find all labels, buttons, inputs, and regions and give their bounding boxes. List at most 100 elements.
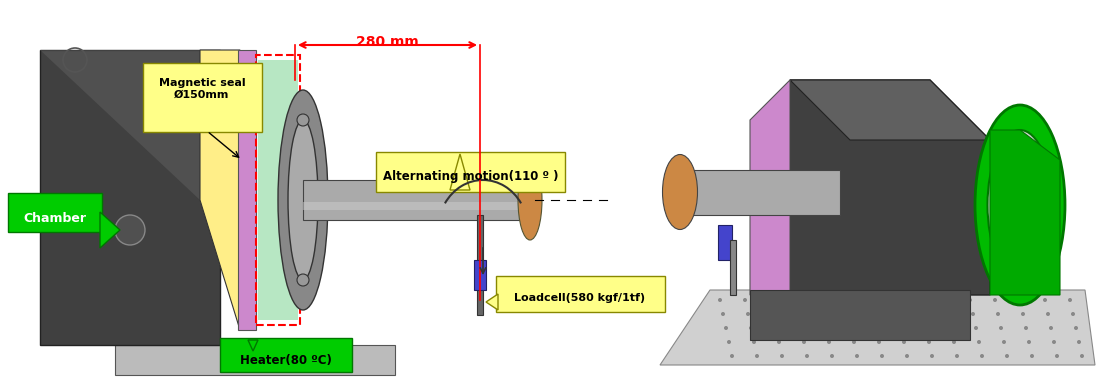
Circle shape: [777, 340, 781, 344]
FancyBboxPatch shape: [143, 63, 262, 132]
Polygon shape: [990, 130, 1060, 295]
Bar: [115, 345, 395, 375]
Circle shape: [724, 326, 728, 330]
Ellipse shape: [987, 130, 1052, 280]
Circle shape: [780, 354, 784, 358]
FancyBboxPatch shape: [8, 193, 102, 232]
Bar: [477, 215, 483, 315]
Bar: [303, 180, 533, 220]
Bar: [256, 55, 300, 325]
Circle shape: [871, 312, 875, 316]
Circle shape: [918, 298, 922, 302]
Circle shape: [771, 312, 775, 316]
Circle shape: [868, 298, 872, 302]
Bar: [474, 260, 486, 290]
Bar: [680, 170, 840, 215]
Circle shape: [905, 354, 909, 358]
Circle shape: [824, 326, 828, 330]
Polygon shape: [790, 80, 990, 140]
Text: Alternating motion(110 º ): Alternating motion(110 º ): [383, 170, 559, 183]
Circle shape: [774, 326, 778, 330]
Circle shape: [826, 340, 831, 344]
Circle shape: [830, 354, 834, 358]
Bar: [719, 225, 732, 260]
Bar: [303, 202, 533, 210]
Circle shape: [846, 312, 850, 316]
Circle shape: [730, 354, 734, 358]
Circle shape: [1020, 312, 1025, 316]
Circle shape: [755, 354, 759, 358]
Circle shape: [1027, 340, 1031, 344]
Circle shape: [298, 114, 309, 126]
Circle shape: [903, 340, 906, 344]
Ellipse shape: [997, 150, 1042, 260]
Circle shape: [752, 340, 756, 344]
Circle shape: [974, 326, 977, 330]
Circle shape: [1024, 326, 1028, 330]
Text: 280 mm: 280 mm: [356, 35, 419, 49]
Circle shape: [719, 298, 722, 302]
FancyBboxPatch shape: [40, 50, 220, 345]
Circle shape: [855, 354, 858, 358]
Ellipse shape: [288, 120, 318, 280]
Circle shape: [1005, 354, 1009, 358]
Circle shape: [896, 312, 900, 316]
Polygon shape: [450, 154, 469, 190]
Circle shape: [749, 326, 753, 330]
Circle shape: [1049, 326, 1054, 330]
Bar: [750, 290, 970, 340]
Ellipse shape: [278, 90, 328, 310]
Bar: [258, 60, 298, 320]
Ellipse shape: [662, 154, 698, 230]
Circle shape: [1071, 312, 1074, 316]
Circle shape: [802, 340, 806, 344]
Circle shape: [743, 298, 747, 302]
Text: Chamber: Chamber: [23, 212, 86, 225]
Polygon shape: [790, 80, 990, 295]
Circle shape: [1046, 312, 1050, 316]
Circle shape: [899, 326, 903, 330]
Circle shape: [298, 274, 309, 286]
FancyBboxPatch shape: [496, 276, 665, 312]
Circle shape: [768, 298, 773, 302]
Circle shape: [849, 326, 853, 330]
Polygon shape: [486, 294, 498, 310]
Circle shape: [874, 326, 878, 330]
Circle shape: [843, 298, 847, 302]
Circle shape: [977, 340, 981, 344]
Polygon shape: [40, 50, 199, 200]
Circle shape: [821, 312, 825, 316]
Circle shape: [1018, 298, 1022, 302]
Bar: [730, 240, 736, 295]
Circle shape: [1055, 354, 1059, 358]
Circle shape: [880, 354, 884, 358]
Ellipse shape: [518, 160, 542, 240]
Circle shape: [1068, 298, 1072, 302]
Circle shape: [796, 312, 800, 316]
Circle shape: [1052, 340, 1056, 344]
Circle shape: [1077, 340, 1081, 344]
Polygon shape: [199, 50, 240, 330]
Circle shape: [1042, 298, 1047, 302]
Circle shape: [1000, 326, 1003, 330]
Circle shape: [877, 340, 880, 344]
Circle shape: [971, 312, 975, 316]
Circle shape: [115, 215, 145, 245]
Text: Magnetic seal
Ø150mm: Magnetic seal Ø150mm: [159, 78, 246, 100]
Polygon shape: [248, 340, 258, 351]
Circle shape: [930, 354, 934, 358]
Circle shape: [1002, 340, 1006, 344]
Circle shape: [996, 312, 1000, 316]
Circle shape: [746, 312, 750, 316]
Circle shape: [943, 298, 947, 302]
Circle shape: [927, 340, 931, 344]
Circle shape: [818, 298, 822, 302]
Polygon shape: [750, 80, 790, 295]
Text: Loadcell(580 kgf/1tf): Loadcell(580 kgf/1tf): [515, 293, 646, 303]
FancyBboxPatch shape: [376, 152, 565, 192]
Circle shape: [727, 340, 731, 344]
Polygon shape: [660, 290, 1095, 365]
Circle shape: [980, 354, 984, 358]
Bar: [238, 50, 256, 330]
Circle shape: [946, 312, 950, 316]
